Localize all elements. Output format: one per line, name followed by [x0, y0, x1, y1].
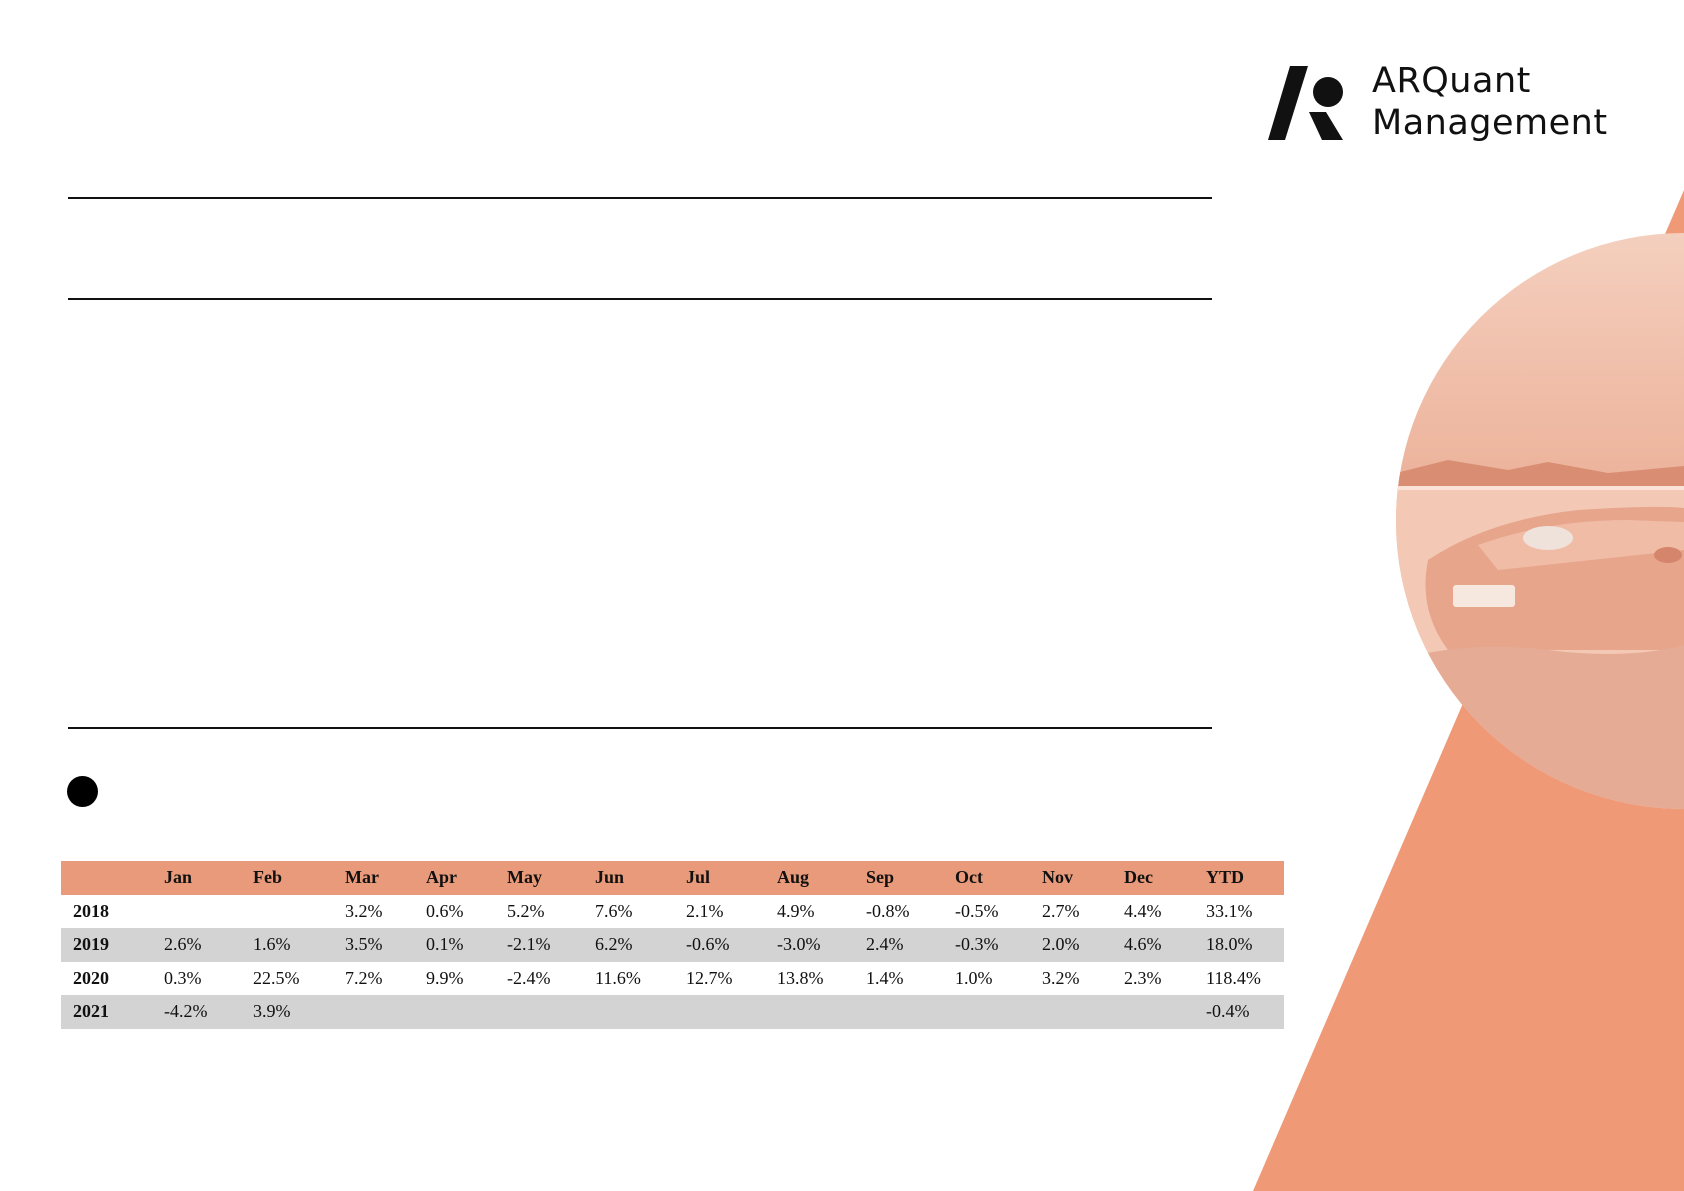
return-cell: -4.2%	[164, 1001, 208, 1022]
column-header-dec: Dec	[1112, 861, 1194, 895]
company-name: ARQuant Management	[1372, 60, 1608, 144]
return-cell: -0.4%	[1206, 1001, 1250, 1022]
return-cell: 1.0%	[955, 967, 993, 988]
divider-top	[68, 197, 1212, 199]
return-cell: 1.6%	[253, 934, 291, 955]
column-header-jul: Jul	[674, 861, 765, 895]
column-header-feb: Feb	[241, 861, 333, 895]
column-header-apr: Apr	[414, 861, 495, 895]
return-cell	[854, 995, 943, 1029]
return-cell	[333, 995, 414, 1029]
return-cell: -2.1%	[507, 934, 551, 955]
year-cell: 2021	[73, 1001, 109, 1022]
table-row: 2019 2.6% 1.6% 3.5% 0.1% -2.1% 6.2% -0.6% -3.0% 2…	[61, 928, 1284, 962]
return-cell: -0.5%	[955, 900, 999, 921]
return-cell: 3.9%	[253, 1001, 291, 1022]
return-cell: 33.1%	[1206, 900, 1253, 921]
column-header-aug: Aug	[765, 861, 854, 895]
return-cell	[1112, 995, 1194, 1029]
return-cell: -0.8%	[866, 900, 910, 921]
year-cell: 2020	[73, 967, 109, 988]
return-cell: 4.6%	[1124, 934, 1162, 955]
decorative-car-photo-band	[1253, 190, 1684, 1191]
column-header-jan: Jan	[152, 861, 241, 895]
column-header-may: May	[495, 861, 583, 895]
return-cell	[1030, 995, 1112, 1029]
table-header-row: Jan Feb Mar Apr May Jun Jul Aug Sep Oct Nov Dec YTD	[61, 861, 1284, 895]
return-cell: 2.1%	[686, 900, 724, 921]
return-cell: 6.2%	[595, 934, 633, 955]
return-cell: 13.8%	[777, 967, 824, 988]
column-header-mar: Mar	[333, 861, 414, 895]
return-cell: 9.9%	[426, 967, 464, 988]
divider-middle	[68, 298, 1212, 300]
return-cell: 4.9%	[777, 900, 815, 921]
column-header-jun: Jun	[583, 861, 674, 895]
arquant-logo-icon	[1268, 66, 1343, 140]
return-cell: 2.7%	[1042, 900, 1080, 921]
company-name-line1: ARQuant	[1372, 61, 1531, 101]
return-cell: 3.5%	[345, 934, 383, 955]
return-cell: 0.1%	[426, 934, 464, 955]
return-cell: 22.5%	[253, 967, 300, 988]
return-cell: 3.2%	[1042, 967, 1080, 988]
return-cell: 2.6%	[164, 934, 202, 955]
divider-bottom	[68, 727, 1212, 729]
table-row: 2018 3.2% 0.6% 5.2% 7.6% 2.1% 4.9% -0.8% -0.5% 2.…	[61, 894, 1284, 929]
return-cell: 2.3%	[1124, 967, 1162, 988]
monthly-returns-table: Jan Feb Mar Apr May Jun Jul Aug Sep Oct Nov Dec YTD …	[61, 861, 1284, 1029]
return-cell: 2.4%	[866, 934, 904, 955]
return-cell	[583, 995, 674, 1029]
return-cell: 0.3%	[164, 967, 202, 988]
return-cell: 4.4%	[1124, 900, 1162, 921]
return-cell: 5.2%	[507, 900, 545, 921]
table-row: 2020 0.3% 22.5% 7.2% 9.9% -2.4% 11.6% 12.7% 13.8…	[61, 961, 1284, 995]
column-header-nov: Nov	[1030, 861, 1112, 895]
year-cell: 2019	[73, 934, 109, 955]
return-cell: 12.7%	[686, 967, 733, 988]
return-cell: 1.4%	[866, 967, 904, 988]
return-cell	[943, 995, 1030, 1029]
return-cell: 118.4%	[1206, 967, 1261, 988]
return-cell	[414, 995, 495, 1029]
year-cell: 2018	[73, 900, 109, 921]
column-header-oct: Oct	[943, 861, 1030, 895]
return-cell	[495, 995, 583, 1029]
table-row: 2021 -4.2% 3.9% -0.4%	[61, 995, 1284, 1029]
return-cell: 3.2%	[345, 900, 383, 921]
column-header-sep: Sep	[854, 861, 943, 895]
table-body: 2018 3.2% 0.6% 5.2% 7.6% 2.1% 4.9% -0.8% -0.5% 2.…	[61, 894, 1284, 1029]
return-cell: 2.0%	[1042, 934, 1080, 955]
return-cell: 18.0%	[1206, 934, 1253, 955]
return-cell: 7.6%	[595, 900, 633, 921]
column-header-ytd: YTD	[1194, 861, 1284, 895]
company-name-line2: Management	[1372, 103, 1608, 143]
return-cell	[674, 995, 765, 1029]
return-cell: -2.4%	[507, 967, 551, 988]
return-cell: 11.6%	[595, 967, 641, 988]
return-cell: 7.2%	[345, 967, 383, 988]
return-cell: -0.6%	[686, 934, 730, 955]
return-cell	[765, 995, 854, 1029]
return-cell	[241, 895, 333, 929]
return-cell: -0.3%	[955, 934, 999, 955]
year-column-header	[61, 861, 152, 895]
return-cell: 0.6%	[426, 900, 464, 921]
return-cell	[152, 895, 241, 929]
return-cell: -3.0%	[777, 934, 821, 955]
section-bullet	[67, 776, 98, 807]
